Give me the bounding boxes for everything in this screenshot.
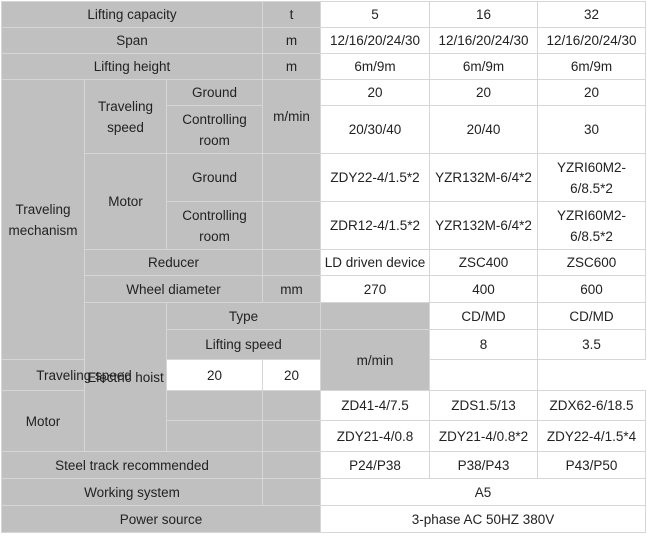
value: 32 [537,1,647,28]
sub-label: Controlling room [165,201,264,250]
value: ZDR12-4/1.5*2 [320,201,431,250]
unit: t [262,1,322,28]
value: YZR132M-6/4*2 [429,153,539,202]
row-lifting-capacity: Lifting capacity t 5 16 32 [0,1,647,28]
value: 6m/9m [537,53,647,80]
row-hoist-type: Electric hoist Type CD/MD CD/MD HC [2,302,647,452]
row-lifting-height: Lifting height m 6m/9m 6m/9m 6m/9m [0,53,647,80]
sub-label: Ground [165,79,264,106]
row-wheel-diameter: Wheel diameter mm 270 400 600 [2,275,647,303]
unit [262,153,322,202]
value: 20 [165,359,264,391]
row-label: Lifting height [0,53,264,80]
value: ZDS1.5/13 [429,390,539,421]
sub-label: Motor [1,390,85,452]
value: 30 [537,105,647,154]
value [429,359,539,391]
value: 3.5 [537,329,647,360]
unit [262,390,322,421]
sub-label [165,390,264,421]
sub-label: Motor [84,153,167,250]
row-label: Working system [0,478,264,506]
value: 12/16/20/24/30 [320,27,431,54]
row-label: Steel track recommended [0,451,264,479]
value: ZDX62-6/18.5 [537,390,647,421]
value: 16 [429,1,539,28]
unit [262,451,322,479]
row-motor-room: Controlling room ZDR12-4/1.5*2 YZR132M-6… [2,201,647,250]
sub-label: Reducer [83,249,264,276]
value: P38/P43 [429,451,539,479]
value: A5 [320,478,647,506]
value: 6m/9m [429,53,539,80]
row-travel-speed-room: Controlling room 20/30/40 20/40 30 [2,105,647,154]
sub-label: Traveling speed [84,79,167,154]
value: P24/P38 [320,451,431,479]
value: YZR132M-6/4*2 [429,201,539,250]
sub-label: Type [165,302,322,330]
unit [320,302,431,330]
value: ZDY22-4/1.5*4 [537,420,647,452]
group-label: Traveling mechanism [1,79,85,360]
value: ZDY21-4/0.8 [320,420,431,452]
value: 8 [429,329,539,360]
row-label: Power source [0,505,322,533]
row-hoist-motor-2: ZDY21-4/0.8 ZDY21-4/0.8*2 ZDY22-4/1.5*4 [2,420,647,452]
sub-label: Lifting speed [165,329,322,360]
unit: m/min [262,79,322,154]
value: LD driven device [320,249,431,276]
unit: m [262,53,322,80]
value: 600 [537,275,647,303]
sub-label: Ground [165,153,264,202]
row-hoist-lifting-speed: Lifting speed m/min 8 3.5 3 [2,329,647,391]
value: 20/40 [429,105,539,154]
unit: m [262,27,322,54]
unit [262,249,322,276]
row-hoist-traveling-speed: Traveling speed 20 20 [1,359,646,391]
unit [262,201,322,250]
value: CD/MD [429,302,539,330]
row-label: Span [0,27,264,54]
row-hoist-motor-1: Motor ZD41-4/7.5 ZDS1.5/13 ZDX62-6/18.5 [1,390,647,452]
sub-label: Controlling room [165,105,264,154]
unit: m/min [320,329,431,391]
value: ZDY22-4/1.5*2 [320,153,431,202]
value: 20 [537,79,647,106]
sub-label [165,420,264,452]
row-steel-track: Steel track recommended P24/P38 P38/P43 … [0,451,647,479]
row-travel-speed-ground: Traveling mechanism Traveling speed Grou… [1,79,647,360]
unit: mm [262,275,322,303]
value: ZDY21-4/0.8*2 [429,420,539,452]
value: 3-phase AC 50HZ 380V [320,505,647,533]
row-working-system: Working system A5 [0,478,647,506]
row-label: Lifting capacity [0,1,264,28]
unit [262,478,322,506]
value: 400 [429,275,539,303]
value: CD/MD [537,302,647,330]
value: P43/P50 [537,451,647,479]
row-power-source: Power source 3-phase AC 50HZ 380V [0,505,647,533]
value: YZRI60M2-6/8.5*2 [537,153,647,202]
value: 12/16/20/24/30 [429,27,539,54]
value: YZRI60M2-6/8.5*2 [537,201,647,250]
value: 20 [429,79,539,106]
value: ZSC400 [429,249,539,276]
unit [262,420,322,452]
value: 12/16/20/24/30 [537,27,647,54]
value: ZD41-4/7.5 [320,390,431,421]
value: 20/30/40 [320,105,431,154]
value: 20 [320,79,431,106]
value: 270 [320,275,431,303]
sub-label: Wheel diameter [83,275,264,303]
row-reducer: Reducer LD driven device ZSC400 ZSC600 [2,249,647,276]
value: ZSC600 [537,249,647,276]
row-span: Span m 12/16/20/24/30 12/16/20/24/30 12/… [0,27,647,54]
value: 5 [320,1,431,28]
value: 6m/9m [320,53,431,80]
row-motor-ground: Motor Ground ZDY22-4/1.5*2 YZR132M-6/4*2… [2,153,647,250]
value: 20 [262,359,322,391]
